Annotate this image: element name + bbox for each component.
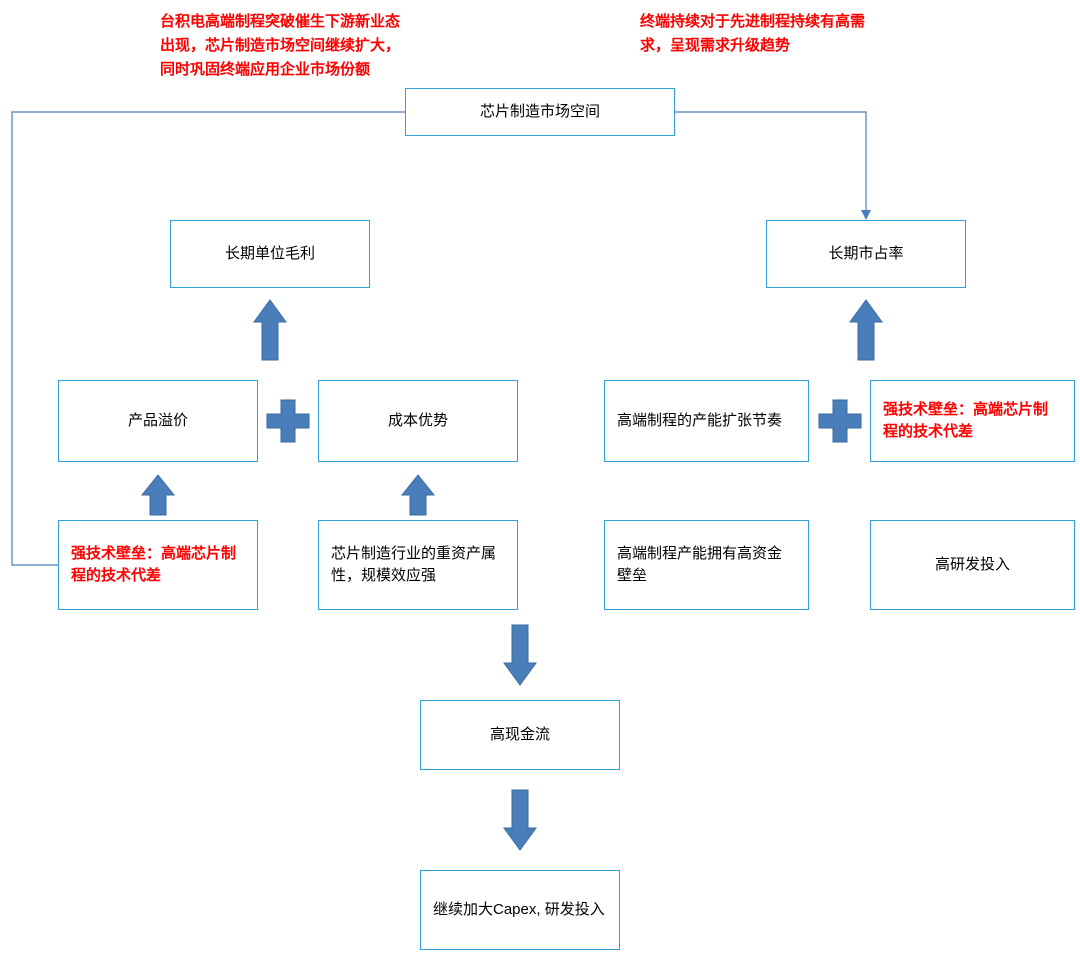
- thin-line-right: [675, 112, 866, 214]
- node-tech-gap-left: 强技术壁垒：高端芯片制程的技术代差: [58, 520, 258, 610]
- note-right: 终端持续对于先进制程持续有高需求，呈现需求升级趋势: [640, 10, 880, 58]
- plus-icon-left: [267, 400, 309, 442]
- node-heavy-asset: 芯片制造行业的重资产属性，规模效应强: [318, 520, 518, 610]
- note-left: 台积电高端制程突破催生下游新业态出现，芯片制造市场空间继续扩大，同时巩固终端应用…: [160, 10, 400, 82]
- node-cashflow: 高现金流: [420, 700, 620, 770]
- arrow-up-premium: [142, 475, 174, 515]
- thin-line-left: [12, 112, 405, 565]
- node-capital-barrier: 高端制程产能拥有高资金壁垒: [604, 520, 809, 610]
- arrow-down-capex: [504, 790, 536, 850]
- node-cost-advantage: 成本优势: [318, 380, 518, 462]
- arrow-up-gross: [254, 300, 286, 360]
- connector-overlay: [0, 0, 1080, 971]
- arrow-up-costadv: [402, 475, 434, 515]
- arrow-down-cashflow: [504, 625, 536, 685]
- node-capacity-expand: 高端制程的产能扩张节奏: [604, 380, 809, 462]
- node-market-share: 长期市占率: [766, 220, 966, 288]
- arrow-up-share: [850, 300, 882, 360]
- node-top: 芯片制造市场空间: [405, 88, 675, 136]
- node-capex: 继续加大Capex, 研发投入: [420, 870, 620, 950]
- node-rd-invest: 高研发投入: [870, 520, 1075, 610]
- node-gross-margin: 长期单位毛利: [170, 220, 370, 288]
- node-tech-gap-right: 强技术壁垒：高端芯片制程的技术代差: [870, 380, 1075, 462]
- node-premium: 产品溢价: [58, 380, 258, 462]
- plus-icon-right: [819, 400, 861, 442]
- thin-arrowhead-right: [861, 210, 871, 220]
